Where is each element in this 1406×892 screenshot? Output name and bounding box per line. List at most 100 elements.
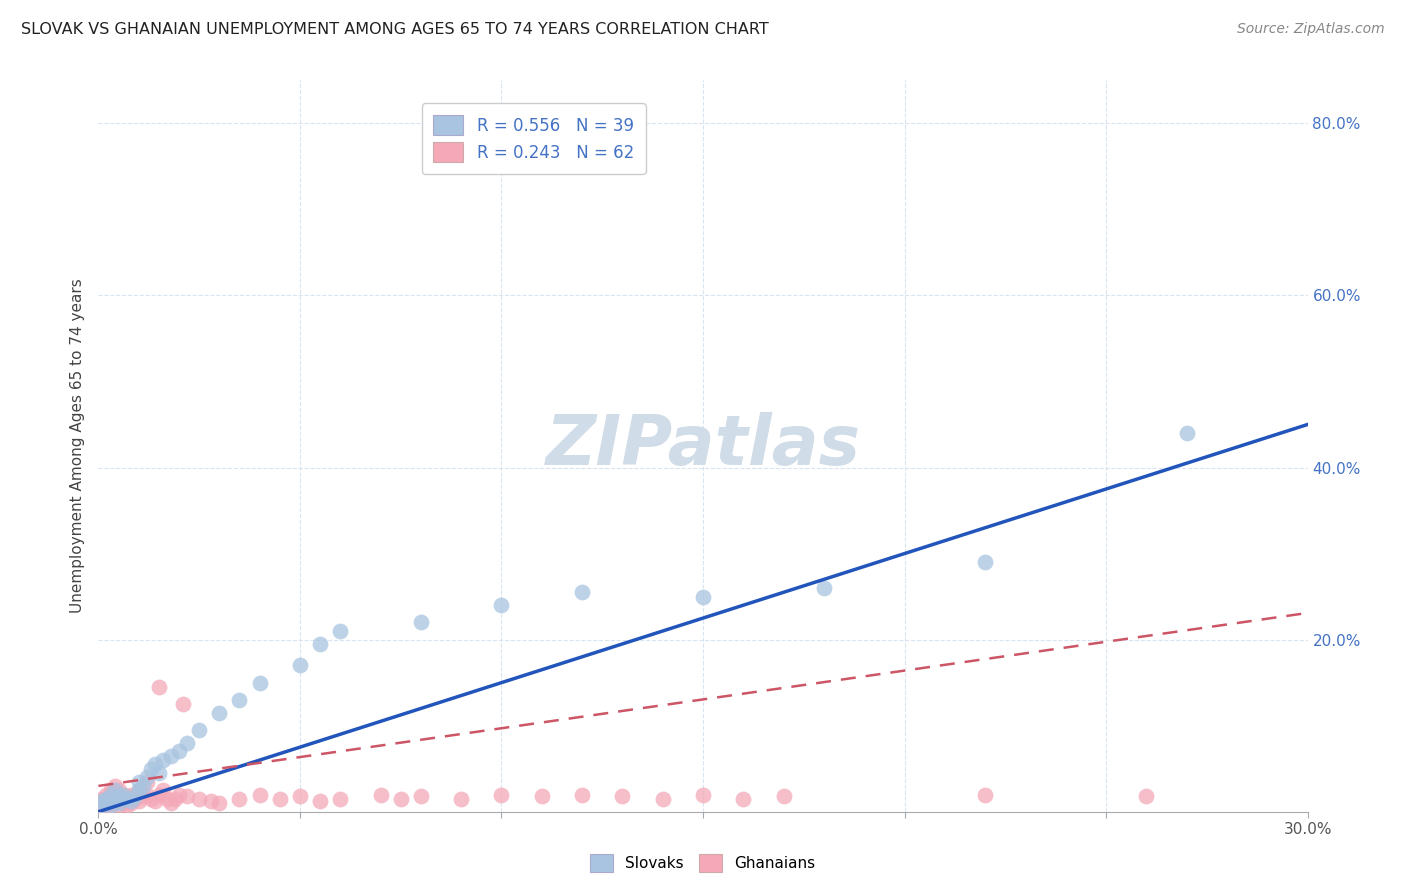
Point xyxy=(288,789,311,804)
Point xyxy=(100,783,122,797)
Point xyxy=(450,792,472,806)
Text: Source: ZipAtlas.com: Source: ZipAtlas.com xyxy=(1237,22,1385,37)
Point xyxy=(163,792,186,806)
Point xyxy=(249,788,271,802)
Point xyxy=(139,762,162,776)
Point xyxy=(974,555,997,569)
Point xyxy=(96,788,118,802)
Point xyxy=(389,792,412,806)
Point xyxy=(188,723,211,737)
Point xyxy=(100,797,122,812)
Point xyxy=(176,789,198,804)
Point xyxy=(91,797,114,812)
Point xyxy=(491,598,513,612)
Legend: Slovaks, Ghanaians: Slovaks, Ghanaians xyxy=(582,846,824,880)
Point xyxy=(200,794,222,808)
Point xyxy=(160,748,183,763)
Point xyxy=(120,788,142,802)
Point xyxy=(156,792,179,806)
Point xyxy=(128,794,150,808)
Point xyxy=(100,788,122,802)
Point xyxy=(100,792,122,806)
Text: ZIPatlas: ZIPatlas xyxy=(546,412,860,480)
Point xyxy=(772,789,794,804)
Point xyxy=(128,783,150,797)
Point xyxy=(111,796,134,810)
Point xyxy=(176,736,198,750)
Point xyxy=(409,615,432,630)
Point xyxy=(309,794,332,808)
Point xyxy=(172,697,194,711)
Point xyxy=(269,792,291,806)
Point xyxy=(167,744,190,758)
Point xyxy=(115,792,138,806)
Point xyxy=(152,753,174,767)
Point xyxy=(91,792,114,806)
Point xyxy=(115,797,138,812)
Point xyxy=(103,779,125,793)
Point xyxy=(107,792,129,806)
Point xyxy=(143,757,166,772)
Point xyxy=(228,693,250,707)
Point xyxy=(124,792,146,806)
Point xyxy=(111,788,134,802)
Point xyxy=(571,585,593,599)
Point xyxy=(370,788,392,802)
Point xyxy=(148,766,170,780)
Point xyxy=(96,796,118,810)
Point xyxy=(148,680,170,694)
Point xyxy=(152,783,174,797)
Point xyxy=(329,792,352,806)
Point xyxy=(91,796,114,810)
Point xyxy=(135,788,157,802)
Point xyxy=(143,794,166,808)
Point xyxy=(103,783,125,797)
Point xyxy=(651,792,673,806)
Legend: R = 0.556   N = 39, R = 0.243   N = 62: R = 0.556 N = 39, R = 0.243 N = 62 xyxy=(422,103,645,174)
Point xyxy=(228,792,250,806)
Point xyxy=(128,783,150,797)
Point xyxy=(692,590,714,604)
Point xyxy=(132,779,155,793)
Point xyxy=(491,788,513,802)
Text: SLOVAK VS GHANAIAN UNEMPLOYMENT AMONG AGES 65 TO 74 YEARS CORRELATION CHART: SLOVAK VS GHANAIAN UNEMPLOYMENT AMONG AG… xyxy=(21,22,769,37)
Point xyxy=(96,794,118,808)
Point xyxy=(107,789,129,804)
Point xyxy=(139,792,162,806)
Point xyxy=(128,774,150,789)
Point xyxy=(96,792,118,806)
Point xyxy=(111,788,134,802)
Point xyxy=(1175,426,1198,441)
Point xyxy=(612,789,634,804)
Point xyxy=(530,789,553,804)
Point xyxy=(974,788,997,802)
Point xyxy=(120,794,142,808)
Point xyxy=(103,789,125,804)
Point xyxy=(148,788,170,802)
Point xyxy=(288,658,311,673)
Point xyxy=(160,796,183,810)
Point xyxy=(107,796,129,810)
Point xyxy=(135,770,157,784)
Point xyxy=(107,797,129,812)
Point xyxy=(120,796,142,810)
Y-axis label: Unemployment Among Ages 65 to 74 years: Unemployment Among Ages 65 to 74 years xyxy=(69,278,84,614)
Point xyxy=(188,792,211,806)
Point xyxy=(813,581,835,595)
Point xyxy=(692,788,714,802)
Point xyxy=(1135,789,1157,804)
Point xyxy=(135,774,157,789)
Point xyxy=(91,797,114,812)
Point xyxy=(249,675,271,690)
Point xyxy=(309,637,332,651)
Point xyxy=(329,624,352,638)
Point xyxy=(571,788,593,802)
Point xyxy=(103,792,125,806)
Point xyxy=(124,789,146,804)
Point xyxy=(115,789,138,804)
Point xyxy=(100,797,122,812)
Point xyxy=(96,800,118,814)
Point xyxy=(87,800,110,814)
Point xyxy=(91,794,114,808)
Point xyxy=(409,789,432,804)
